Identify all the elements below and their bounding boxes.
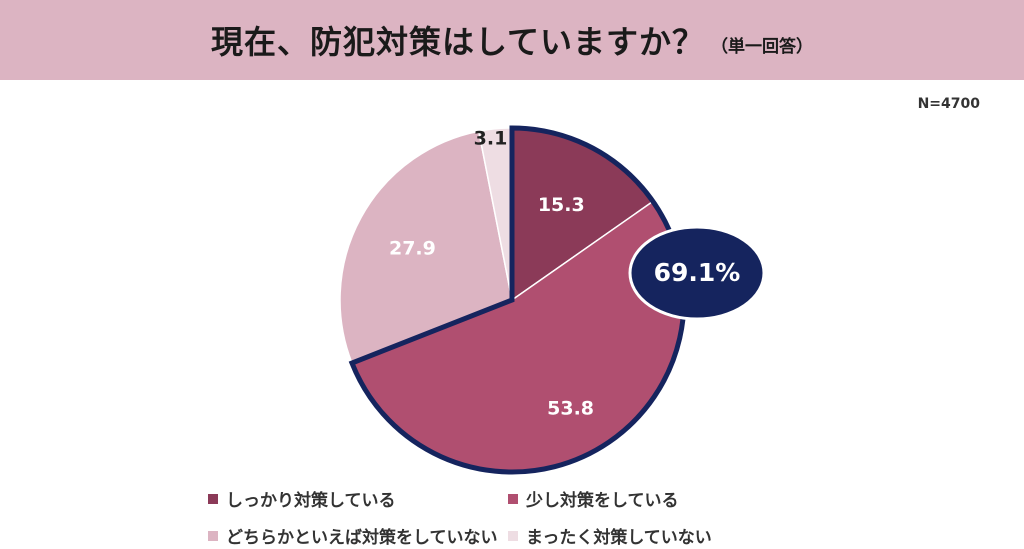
sample-size-label: N=4700: [917, 96, 980, 112]
chart-title-note: （単一回答）: [711, 36, 814, 57]
chart-legend: しっかり対策している 少し対策をしているどちらかといえば対策をしていない まったく対…: [208, 486, 828, 548]
legend-item-4: まったく対策していない: [508, 523, 808, 548]
data-label-1: 15.3: [538, 194, 585, 216]
legend-swatch-2: [508, 493, 518, 504]
highlight-outline: [348, 125, 687, 475]
title-banner: [0, 0, 1024, 80]
data-label-3: 27.9: [389, 237, 436, 259]
data-label-4: 3.1: [474, 127, 508, 149]
legend-item-1: しっかり対策している: [208, 486, 508, 511]
legend-item-3: どちらかといえば対策をしていない: [208, 523, 508, 548]
legend-label-3: どちらかといえば対策をしていない: [226, 528, 498, 548]
legend-item-2: 少し対策をしている: [508, 486, 808, 511]
pie-slice-3: [339, 130, 513, 364]
legend-label-1: しっかり対策している: [226, 491, 396, 511]
highlight-bubble-label: 69.1%: [654, 258, 741, 287]
legend-swatch-4: [508, 530, 518, 541]
data-label-2: 53.8: [547, 398, 594, 420]
legend-label-4: まったく対策していない: [526, 528, 712, 548]
chart-title: 現在、防犯対策はしていますか？ （単一回答）: [0, 0, 1024, 80]
highlight-bubble: [628, 225, 766, 321]
legend-label-2: 少し対策をしている: [526, 491, 679, 511]
legend-swatch-3: [208, 530, 218, 541]
legend-swatch-1: [208, 493, 218, 504]
chart-title-main: 現在、防犯対策はしていますか？: [210, 23, 706, 61]
